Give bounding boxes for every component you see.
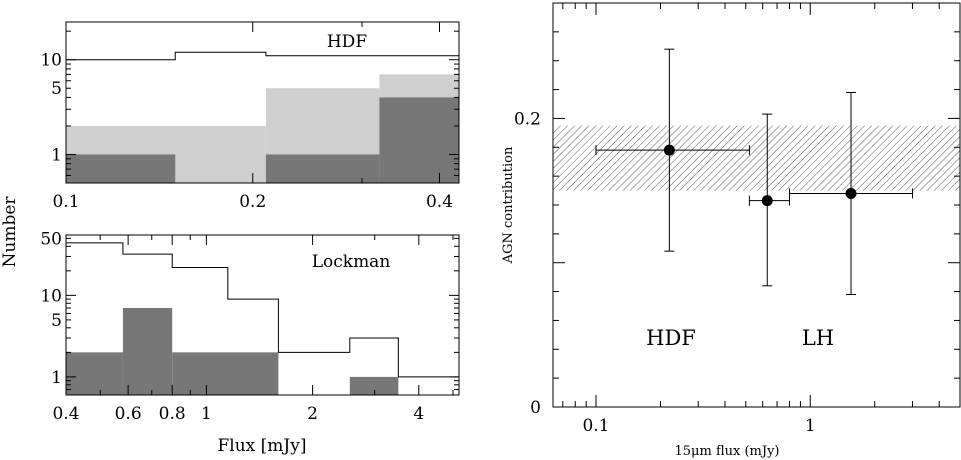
hdf-outline-histogram xyxy=(66,51,459,61)
agn-x-axis-label: 15μm flux (mJy) xyxy=(675,444,780,459)
agn-contribution-panel: 0.1 1 0 0.2 HDF LH 15μm flux (mJy) AGN cont… xyxy=(501,2,961,459)
agn-frame xyxy=(552,2,961,408)
hdf-ytick-label-0: 1 xyxy=(51,145,62,165)
lockman-outline-histogram xyxy=(66,242,459,378)
lockman-dark-fill-bar-0 xyxy=(66,352,123,395)
agn-y-axis-label: AGN contribution xyxy=(501,146,516,264)
agn-xtick-label-1: 1 xyxy=(805,416,816,436)
lockman-panel-label: Lockman xyxy=(312,252,391,272)
agn-annotation-lh: LH xyxy=(802,326,834,350)
hdf-xtick-label-1: 0.2 xyxy=(239,192,266,212)
lockman-xtick-label-4: 2 xyxy=(307,404,318,424)
lockman-frame xyxy=(65,234,460,396)
hdf-dark-fill-bar-2 xyxy=(379,97,459,183)
lockman-histogram-panel: 0.4 0.6 0.8 1 2 4 1 5 10 50 Lockman Flux [mJy] xyxy=(40,229,460,456)
lockman-ytick-label-1: 5 xyxy=(51,311,62,331)
agn-annotation-hdf: HDF xyxy=(646,326,696,350)
lockman-ytick-label-0: 1 xyxy=(51,368,62,388)
agn-xtick-label-0: 0.1 xyxy=(582,416,609,436)
lockman-dark-fill-bar-2 xyxy=(172,352,279,395)
agn-point-1 xyxy=(761,195,773,207)
lockman-xtick-label-1: 0.6 xyxy=(115,404,142,424)
hdf-ytick-label-2: 10 xyxy=(40,51,62,71)
lockman-xtick-label-5: 4 xyxy=(413,404,424,424)
hdf-panel-label: HDF xyxy=(327,32,367,52)
hdf-frame xyxy=(65,21,460,184)
lockman-xtick-label-2: 0.8 xyxy=(159,404,186,424)
lockman-dark-fill-bar-3 xyxy=(349,376,399,395)
agn-band xyxy=(553,125,960,191)
hdf-xtick-label-2: 0.4 xyxy=(426,192,453,212)
lockman-xtick-label-0: 0.4 xyxy=(52,404,79,424)
lockman-ytick-label-2: 10 xyxy=(40,286,62,306)
hdf-xtick-label-0: 0.1 xyxy=(52,192,79,212)
lockman-ytick-label-3: 50 xyxy=(40,229,62,249)
hdf-dark-fill-bar-1 xyxy=(265,154,380,183)
lockman-xtick-label-3: 1 xyxy=(201,404,212,424)
agn-point-2 xyxy=(845,187,857,199)
lockman-x-axis-label: Flux [mJy] xyxy=(218,436,307,456)
agn-ytick-label-1: 0.2 xyxy=(514,109,541,129)
hdf-dark-fill-bar-0 xyxy=(66,154,176,183)
agn-point-0 xyxy=(663,144,675,156)
hdf-histogram-panel: 0.1 0.2 0.4 1 5 10 HDF xyxy=(40,21,460,212)
shared-y-axis-label: Number xyxy=(0,196,20,268)
agn-ytick-label-0: 0 xyxy=(530,398,541,418)
lockman-dark-fill-bar-1 xyxy=(122,308,173,395)
hdf-ytick-label-1: 5 xyxy=(51,79,62,99)
